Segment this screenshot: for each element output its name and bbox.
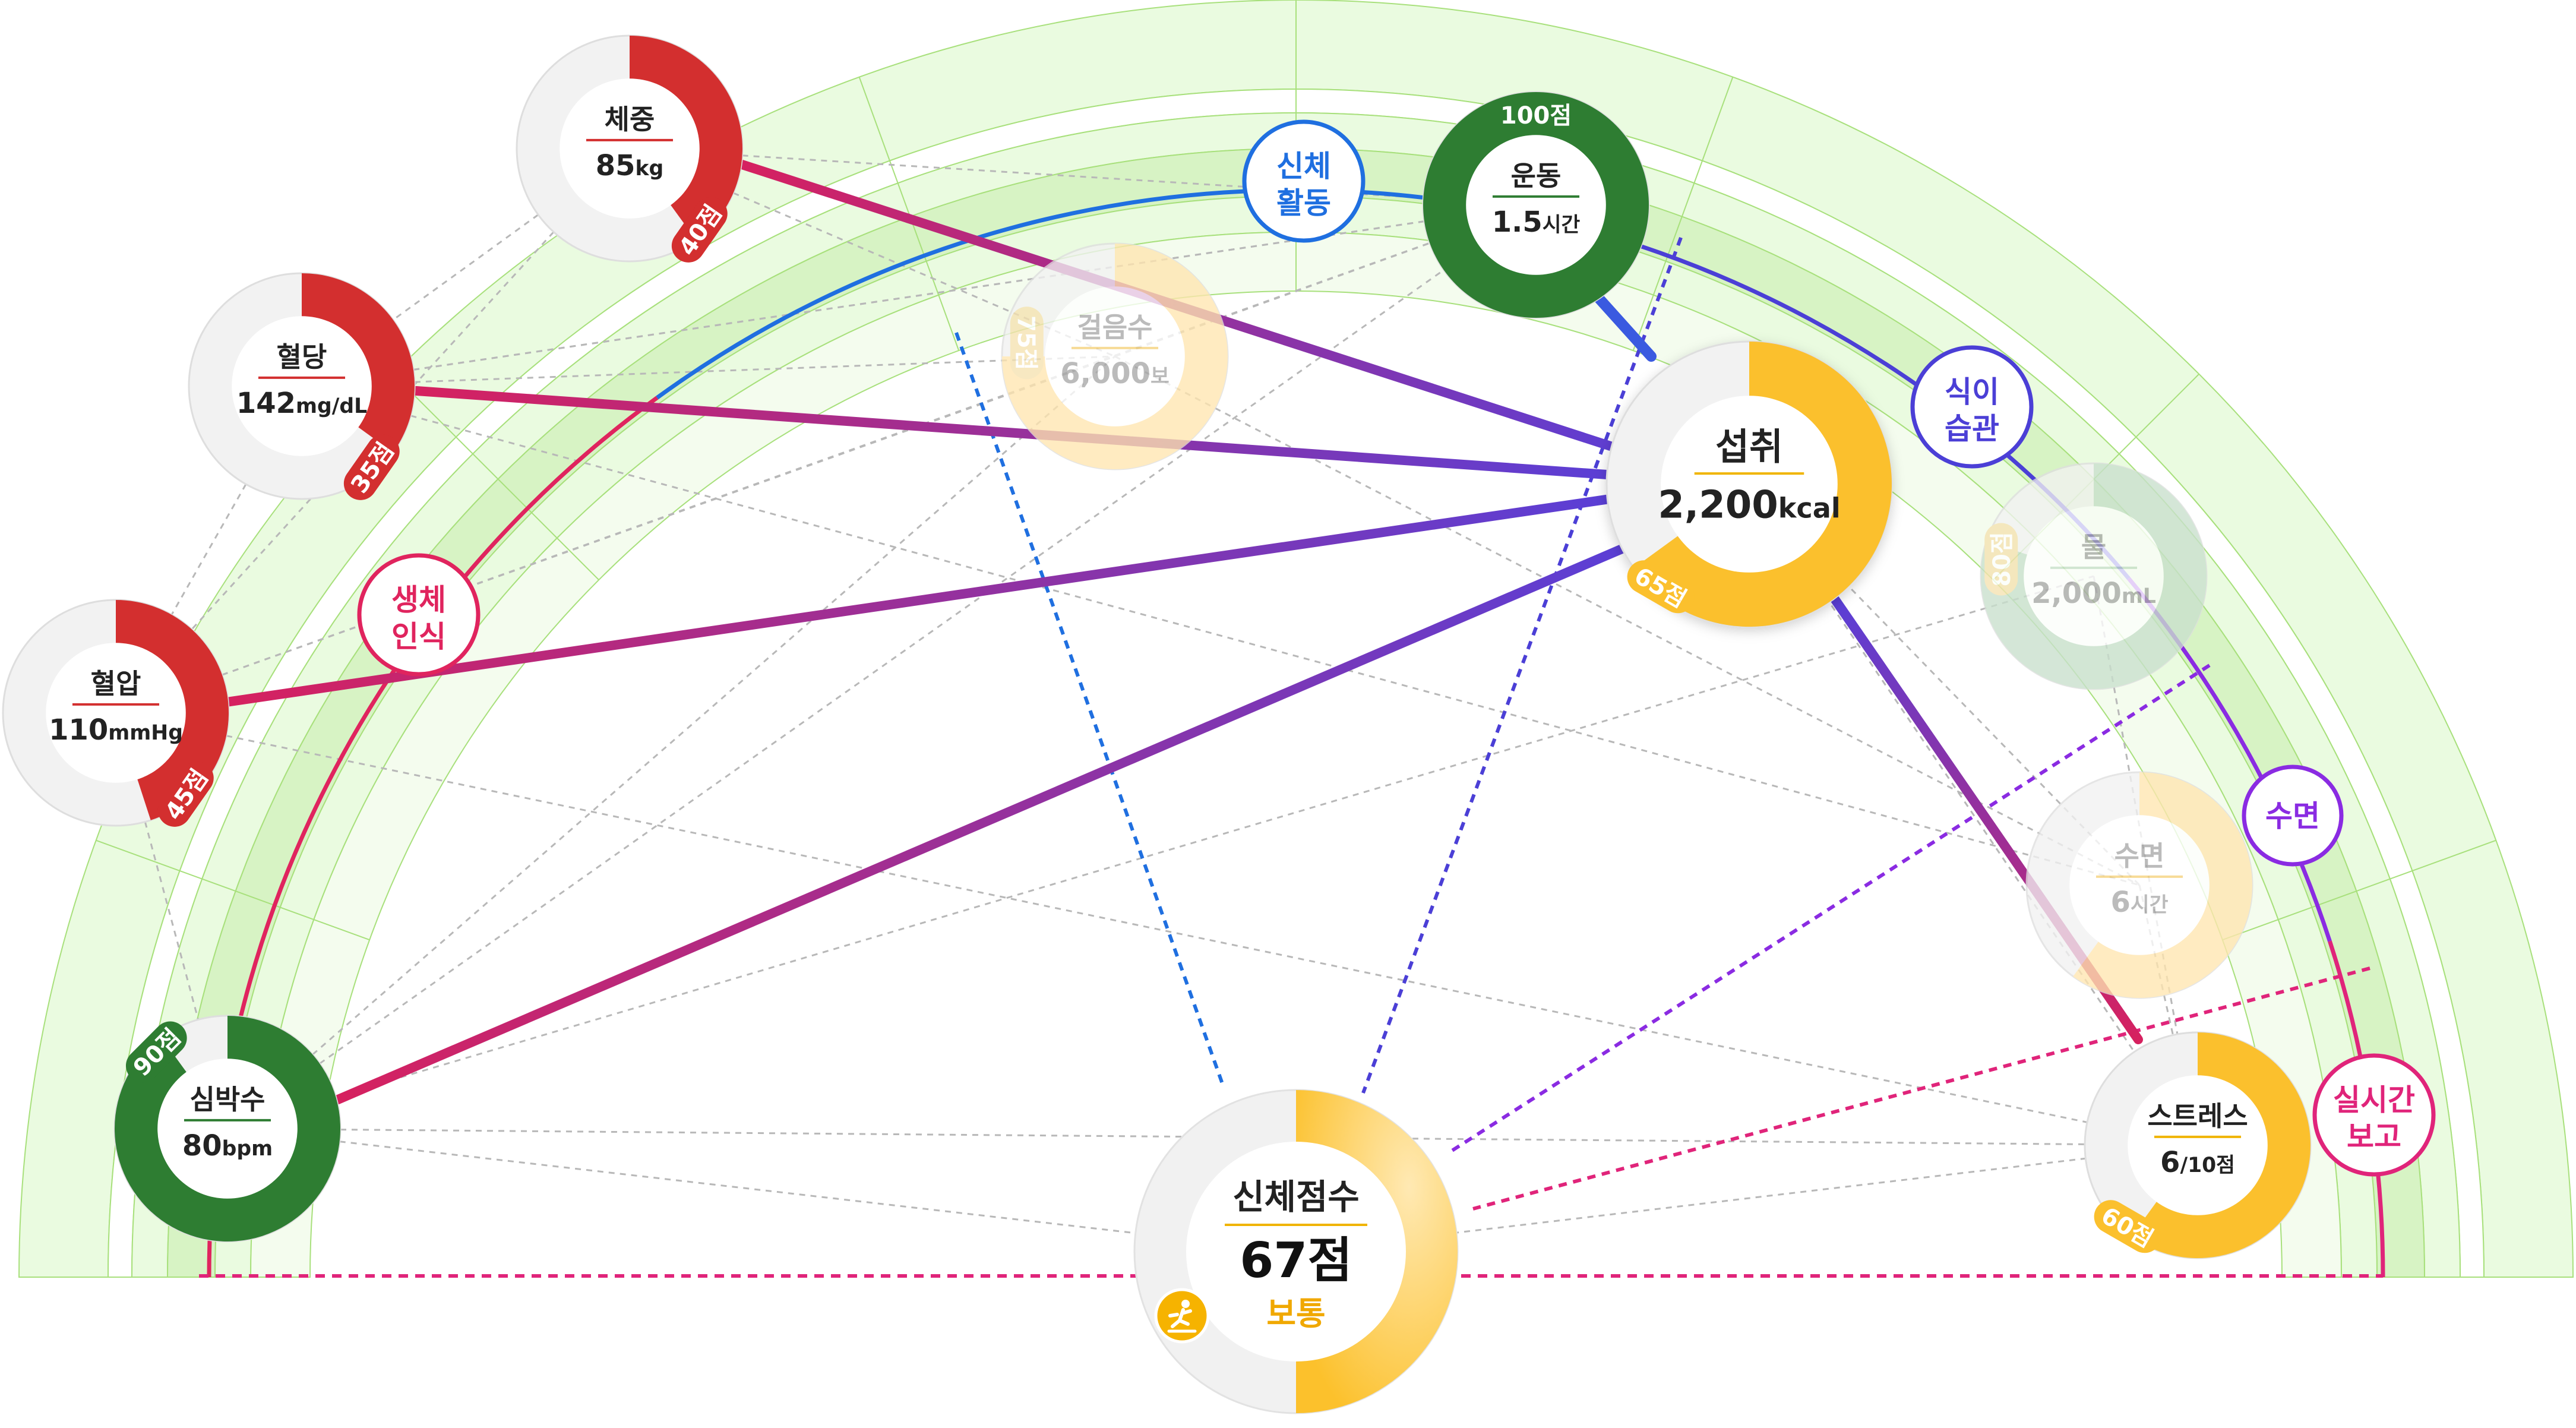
hr-title: 심박수 xyxy=(190,1083,265,1116)
stress-title: 스트레스 xyxy=(2147,1100,2248,1132)
body-score-status: 보통 xyxy=(1266,1295,1325,1332)
water-title: 물 xyxy=(2081,531,2106,563)
body-score-center[interactable]: 신체점수 67점 보통 xyxy=(1134,1090,1458,1413)
svg-text:수면: 수면 xyxy=(2265,799,2320,833)
body-score-title: 신체점수 xyxy=(1232,1177,1359,1217)
bp-title: 혈압 xyxy=(91,668,141,700)
exercise-title: 운동 xyxy=(1511,160,1562,192)
water-score-badge: 80점 xyxy=(1984,523,2018,596)
exercise-score-badge: 100점 xyxy=(1491,98,1581,131)
category-activity-label[interactable]: 신체 활동 xyxy=(1244,122,1363,241)
category-bio-label[interactable]: 생체 인식 xyxy=(359,555,478,674)
category-diet-label[interactable]: 식이 습관 xyxy=(1913,347,2031,466)
category-realtime-label[interactable]: 실시간 보고 xyxy=(2315,1056,2433,1174)
category-sleep-label[interactable]: 수면 xyxy=(2244,767,2341,864)
body-score-value: 67점 xyxy=(1240,1233,1352,1289)
svg-text:80점: 80점 xyxy=(1989,532,2016,586)
steps-score-badge: 75점 xyxy=(1010,307,1044,379)
intake-title: 섭취 xyxy=(1715,425,1783,468)
sleep-title: 수면 xyxy=(2114,840,2165,872)
svg-text:100점: 100점 xyxy=(1500,102,1572,129)
svg-text:75점: 75점 xyxy=(1012,315,1039,370)
glucose-title: 혈당 xyxy=(277,341,327,373)
steps-title: 걸음수 xyxy=(1077,311,1153,343)
person-slipping-icon xyxy=(1156,1290,1208,1342)
weight-title: 체중 xyxy=(605,103,655,135)
